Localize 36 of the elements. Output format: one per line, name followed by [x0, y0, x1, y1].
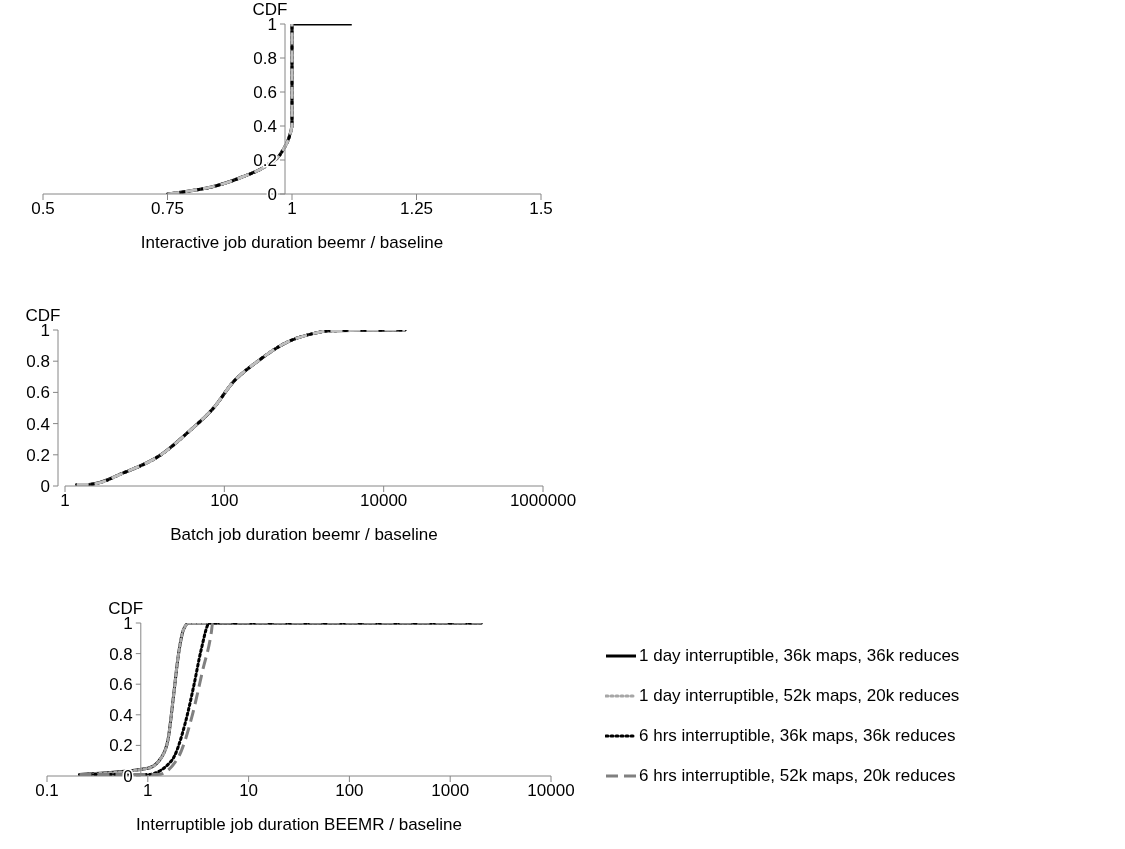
x-tick-label: 1	[60, 491, 70, 511]
x-axis-title: Interactive job duration beemr / baseline	[140, 233, 444, 252]
y-tick-label: 0.8	[26, 352, 50, 372]
x-tick-label: 1000	[431, 781, 470, 801]
y-tick-label: 0	[267, 184, 277, 204]
y-tick-label: 0	[40, 476, 50, 496]
x-tick-label: 10000	[360, 491, 408, 511]
x-tick-label: 0.75	[150, 199, 185, 219]
x-axis-title: Batch job duration beemr / baseline	[170, 525, 438, 544]
legend-label: 6 hrs interruptible, 52k maps, 20k reduces	[639, 766, 956, 786]
y-tick-label: 0.6	[253, 82, 277, 102]
y-tick-label: 0.4	[109, 705, 133, 725]
x-tick-label: 1	[287, 199, 297, 219]
x-tick-label: 100	[335, 781, 364, 801]
x-tick-label: 100	[210, 491, 239, 511]
y-tick-label: 0.2	[253, 150, 277, 170]
x-tick-label: 10000	[527, 781, 575, 801]
y-tick-label: 0.6	[26, 383, 50, 403]
x-tick-label: 0.1	[35, 781, 59, 801]
legend-label: 6 hrs interruptible, 36k maps, 36k reduces	[639, 726, 956, 746]
y-tick-label: 0.6	[109, 675, 133, 695]
x-tick-label: 1.5	[529, 199, 553, 219]
y-tick-label: 0.8	[109, 644, 133, 664]
y-tick-label: 0.4	[253, 116, 277, 136]
y-tick-label: 0.2	[109, 736, 133, 756]
x-tick-label: 1	[143, 781, 153, 801]
y-tick-label: 0.4	[26, 414, 50, 434]
y-tick-label: 0.8	[253, 48, 277, 68]
x-tick-label: 10	[239, 781, 259, 801]
x-tick-label: 1.25	[399, 199, 434, 219]
legend-label: 1 day interruptible, 36k maps, 36k reduces	[639, 646, 960, 666]
y-tick-label: 0.2	[26, 445, 50, 465]
x-axis-title: Interruptible job duration BEEMR / baseline	[135, 815, 463, 834]
x-tick-label: 1000000	[509, 491, 577, 511]
legend-label: 1 day interruptible, 52k maps, 20k reduces	[639, 686, 960, 706]
x-tick-label: 0.5	[31, 199, 55, 219]
